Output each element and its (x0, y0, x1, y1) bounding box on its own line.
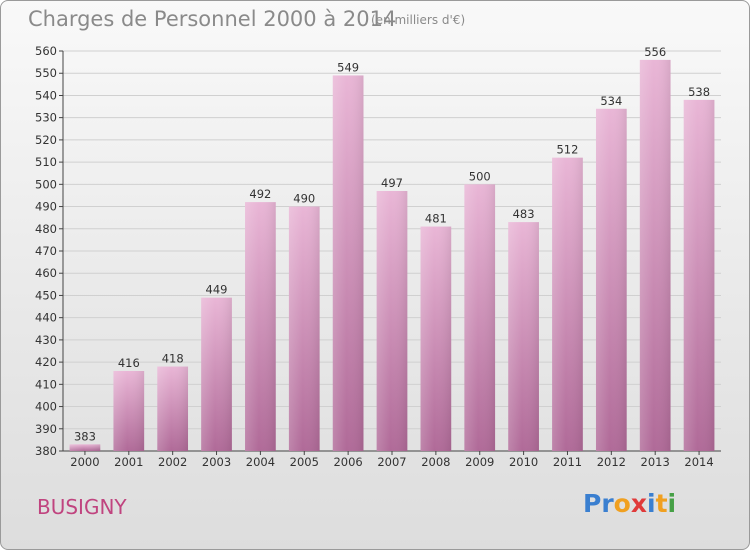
x-tick-label: 2008 (421, 455, 450, 469)
y-tick-label: 510 (35, 155, 57, 169)
bar-value-label: 538 (688, 85, 710, 99)
bar-shade (639, 59, 671, 452)
bar-value-label: 418 (162, 352, 184, 366)
bar-shade (508, 222, 539, 451)
y-tick-label: 540 (35, 88, 57, 102)
bar-value-label: 490 (293, 192, 315, 206)
bars (69, 59, 715, 452)
bar-value-label: 492 (249, 187, 271, 201)
y-tick-label: 440 (35, 311, 57, 325)
y-tick-label: 480 (35, 222, 57, 236)
bar-value-label: 383 (74, 429, 96, 443)
y-tick-label: 460 (35, 266, 57, 280)
logo-letter: i (647, 489, 656, 518)
logo-letter: o (613, 489, 631, 518)
x-tick-label: 2000 (70, 455, 99, 469)
x-tick-label: 2013 (641, 455, 670, 469)
bar-value-label: 416 (118, 356, 140, 370)
y-tick-label: 400 (35, 400, 57, 414)
chart-subtitle: (en milliers d'€) (371, 13, 466, 27)
y-tick-label: 420 (35, 355, 57, 369)
bar-value-label: 512 (556, 143, 578, 157)
bar-shade (595, 108, 627, 452)
y-tick-label: 410 (35, 377, 57, 391)
bar-shade (464, 184, 496, 452)
y-tick-label: 430 (35, 333, 57, 347)
x-tick-label: 2007 (377, 455, 406, 469)
bar-value-label: 534 (600, 94, 622, 108)
chart-title: Charges de Personnel 2000 à 2014 (28, 7, 397, 31)
x-tick-label: 2010 (509, 455, 538, 469)
bar-value-label: 500 (469, 169, 491, 183)
bar-shade (683, 99, 715, 451)
bar-shade (288, 206, 320, 451)
bar-value-label: 549 (337, 60, 359, 74)
proxiti-logo[interactable]: Proxiti (583, 489, 676, 518)
labels: 383 416 418 449 492 490 549 497 481 500 483 512 534 5… (74, 45, 710, 443)
bar-shade (245, 202, 276, 451)
x-tick-label: 2009 (465, 455, 494, 469)
y-tick-label: 500 (35, 177, 57, 191)
logo-letter: r (601, 489, 614, 518)
bar-shade (201, 297, 232, 451)
y-tick-label: 520 (35, 133, 57, 147)
bar-value-label: 483 (513, 207, 535, 221)
logo-letter: i (667, 489, 677, 518)
bar-shade (552, 157, 583, 451)
commune-name: BUSIGNY (37, 495, 127, 519)
bar-shade (332, 75, 364, 451)
y-tick-label: 530 (35, 111, 57, 125)
x-tick-label: 2004 (246, 455, 275, 469)
y-tick-label: 450 (35, 288, 57, 302)
axes: 380 390 400 410 420 430 440 450 460 470 480 490 500 5… (35, 44, 721, 469)
y-tick-label: 550 (35, 66, 57, 80)
logo-letter: x (630, 489, 647, 518)
bar-value-label: 497 (381, 176, 403, 190)
x-tick-label: 2003 (202, 455, 231, 469)
logo-letter: P (583, 489, 602, 518)
x-tick-label: 2005 (290, 455, 319, 469)
y-tick-label: 560 (35, 44, 57, 58)
bar-shade (69, 444, 101, 451)
logo-letter: t (655, 489, 668, 518)
bar-value-label: 449 (206, 283, 228, 297)
x-tick-label: 2002 (158, 455, 187, 469)
x-tick-label: 2006 (333, 455, 362, 469)
x-tick-label: 2011 (553, 455, 582, 469)
x-tick-label: 2012 (597, 455, 626, 469)
y-tick-label: 380 (35, 444, 57, 458)
bar-shade (113, 371, 145, 451)
y-tick-label: 470 (35, 244, 57, 258)
x-tick-label: 2001 (114, 455, 143, 469)
y-tick-label: 490 (35, 200, 57, 214)
bar-value-label: 556 (644, 45, 666, 59)
bar-shade (157, 366, 189, 451)
x-tick-label: 2014 (684, 455, 713, 469)
bar-shade (420, 226, 452, 451)
bar-value-label: 481 (425, 212, 447, 226)
y-tick-label: 390 (35, 422, 57, 436)
bar-shade (376, 191, 408, 451)
